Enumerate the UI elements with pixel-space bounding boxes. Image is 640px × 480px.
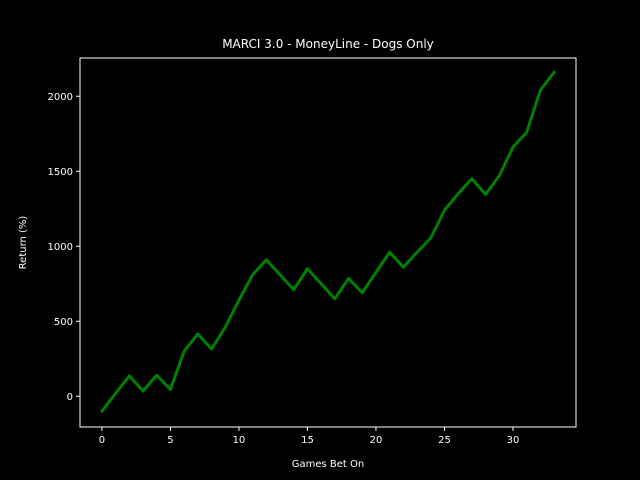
x-axis-label: Games Bet On <box>292 459 364 470</box>
x-tick-label: 15 <box>301 435 314 446</box>
x-tick-label: 25 <box>438 435 451 446</box>
series-group <box>100 70 556 413</box>
x-tick-label: 20 <box>370 435 383 446</box>
y-tick-label: 2000 <box>48 92 73 103</box>
x-axis-ticks: 0 5 10 15 20 25 30 <box>99 427 520 446</box>
x-tick-label: 5 <box>167 435 173 446</box>
x-tick-label: 0 <box>99 435 105 446</box>
y-tick-label: 500 <box>54 317 73 328</box>
plot-area <box>79 57 577 428</box>
y-tick-label: 1500 <box>48 167 73 178</box>
x-tick-label: 30 <box>507 435 520 446</box>
y-axis-ticks: 0 500 1000 1500 2000 <box>48 92 80 403</box>
y-tick-label: 1000 <box>48 242 73 253</box>
y-axis-label: Return (%) <box>18 216 29 270</box>
series-line <box>100 70 556 413</box>
chart-title: MARCI 3.0 - MoneyLine - Dogs Only <box>222 37 434 51</box>
x-tick-label: 10 <box>233 435 246 446</box>
y-tick-label: 0 <box>67 392 73 403</box>
